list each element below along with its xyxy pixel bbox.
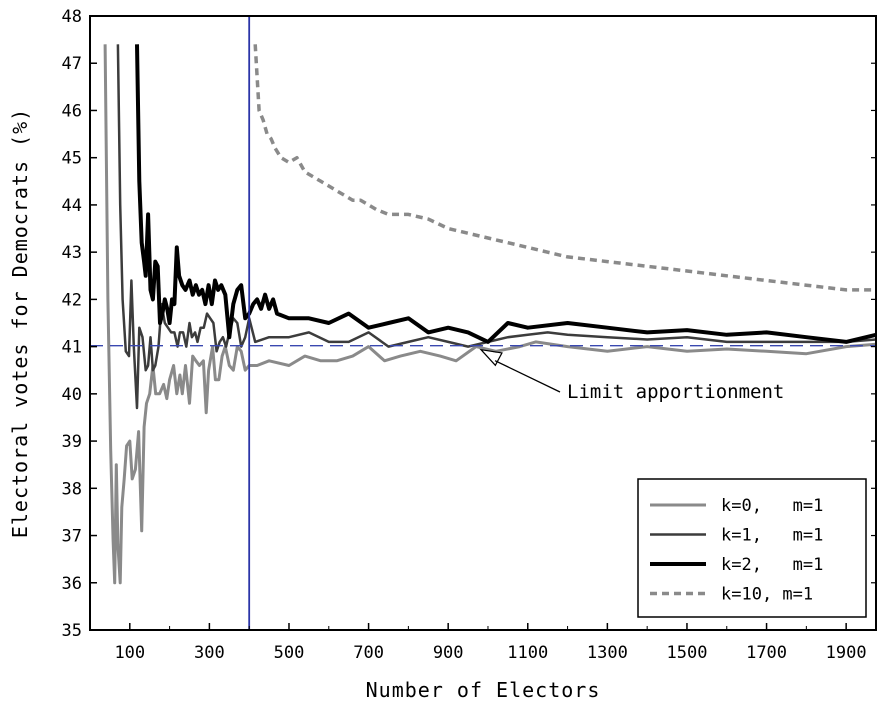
- plot-frame: [89, 15, 877, 631]
- x-tick-label: 500: [274, 643, 305, 663]
- series-line-1: [116, 44, 876, 410]
- y-tick-label: 44: [62, 196, 82, 216]
- x-tick-label: 900: [433, 643, 464, 663]
- reference-lines: [90, 16, 876, 630]
- series-layer: [103, 44, 876, 585]
- series-line-3: [253, 44, 876, 292]
- x-tick-label: 300: [194, 643, 225, 663]
- x-tick-label: 1100: [507, 643, 548, 663]
- legend-label: k=1, m=1: [721, 526, 823, 546]
- x-tick-label: 700: [353, 643, 384, 663]
- legend: k=0, m=1 k=1, m=1 k=2, m=1 k=10, m=1: [637, 478, 867, 618]
- y-tick-label: 47: [62, 54, 82, 74]
- series-line-2: [135, 44, 876, 344]
- axis-ticks: 35 36 37 38 39 40 41 42 43 44 45 46 47 48 100 300 500 700…: [62, 7, 876, 663]
- y-tick-label: 37: [62, 527, 82, 547]
- annotation-arrowhead: [479, 348, 503, 367]
- annotation: Limit apportionment: [479, 348, 784, 403]
- x-tick-label: 1900: [826, 643, 867, 663]
- y-tick-label: 35: [62, 621, 82, 641]
- y-tick-label: 45: [62, 149, 82, 169]
- y-tick-label: 38: [62, 479, 82, 499]
- x-tick-label: 100: [114, 643, 145, 663]
- x-tick-label: 1500: [666, 643, 707, 663]
- y-tick-label: 42: [62, 290, 82, 310]
- series-line-0: [103, 44, 876, 585]
- legend-label: k=2, m=1: [721, 555, 823, 575]
- y-tick-label: 46: [62, 101, 82, 121]
- annotation-label: Limit apportionment: [567, 381, 784, 403]
- y-axis-title: Electoral votes for Democrats (%): [8, 108, 32, 538]
- annotation-arrow: [494, 360, 561, 393]
- y-tick-label: 48: [62, 7, 82, 27]
- y-tick-label: 40: [62, 385, 82, 405]
- y-tick-label: 36: [62, 574, 82, 594]
- y-tick-label: 39: [62, 432, 82, 452]
- x-tick-label: 1700: [746, 643, 787, 663]
- legend-label: k=10, m=1: [721, 585, 813, 605]
- y-tick-label: 41: [62, 338, 82, 358]
- legend-label: k=0, m=1: [721, 496, 823, 516]
- x-tick-label: 1300: [587, 643, 628, 663]
- y-tick-label: 43: [62, 243, 82, 263]
- x-axis-title: Number of Electors: [366, 678, 601, 702]
